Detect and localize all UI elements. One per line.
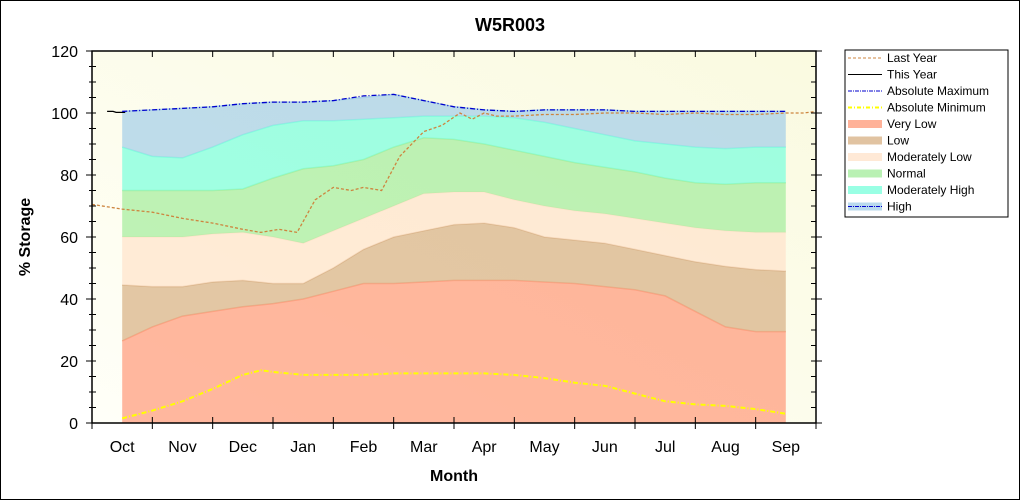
band-high [122,94,786,158]
y-tick-label: 100 [51,106,78,123]
x-tick-label: Apr [472,439,498,456]
legend-swatch [848,169,882,178]
y-tick-label: 20 [60,354,78,371]
x-axis-label: Month [430,468,478,485]
legend-label: Absolute Maximum [887,84,989,98]
line-absolute-maximum [122,93,786,113]
band-low [122,223,786,341]
y-axis-label: % Storage [17,198,34,276]
x-tick-label: Oct [110,439,135,456]
x-tick-label: Aug [711,439,739,456]
line-this-year [107,110,126,114]
x-tick-label: Dec [229,439,257,456]
line-absolute-minimum [121,369,786,420]
x-tick-label: May [529,439,559,456]
legend-label: Very Low [887,117,937,131]
legend-swatch [848,136,882,145]
y-tick-label: 120 [51,44,78,61]
legend-swatch [848,153,882,161]
band-moderately-low [122,192,786,287]
legend: Last Year This Year Absolute Maximum Absolu… [844,49,1009,218]
legend-label: Absolute Minimum [887,101,986,115]
legend-label: Low [887,134,909,148]
y-tick-label: 40 [60,292,78,309]
legend-swatch [848,120,882,128]
y-tick-label: 80 [60,168,78,185]
legend-label: Moderately Low [887,150,972,164]
legend-label: High [887,200,912,214]
y-tick-label: 0 [69,416,78,433]
band-moderately-high [122,116,786,191]
legend-swatch [848,186,882,194]
chart-title: W5R003 [475,15,545,35]
x-tick-label: Jan [290,439,316,456]
band-very-low [122,280,786,423]
legend-label: Normal [887,167,926,181]
legend-label: Moderately High [887,183,974,197]
legend-label: This Year [887,68,937,82]
legend-label: Last Year [887,51,937,65]
x-tick-label: Sep [772,439,801,456]
x-tick-label: Jun [592,439,618,456]
x-tick-label: Feb [350,439,378,456]
y-tick-label: 60 [60,230,78,247]
x-tick-label: Mar [410,439,438,456]
x-tick-label: Nov [168,439,196,456]
band-normal [122,137,786,244]
x-tick-label: Jul [655,439,675,456]
